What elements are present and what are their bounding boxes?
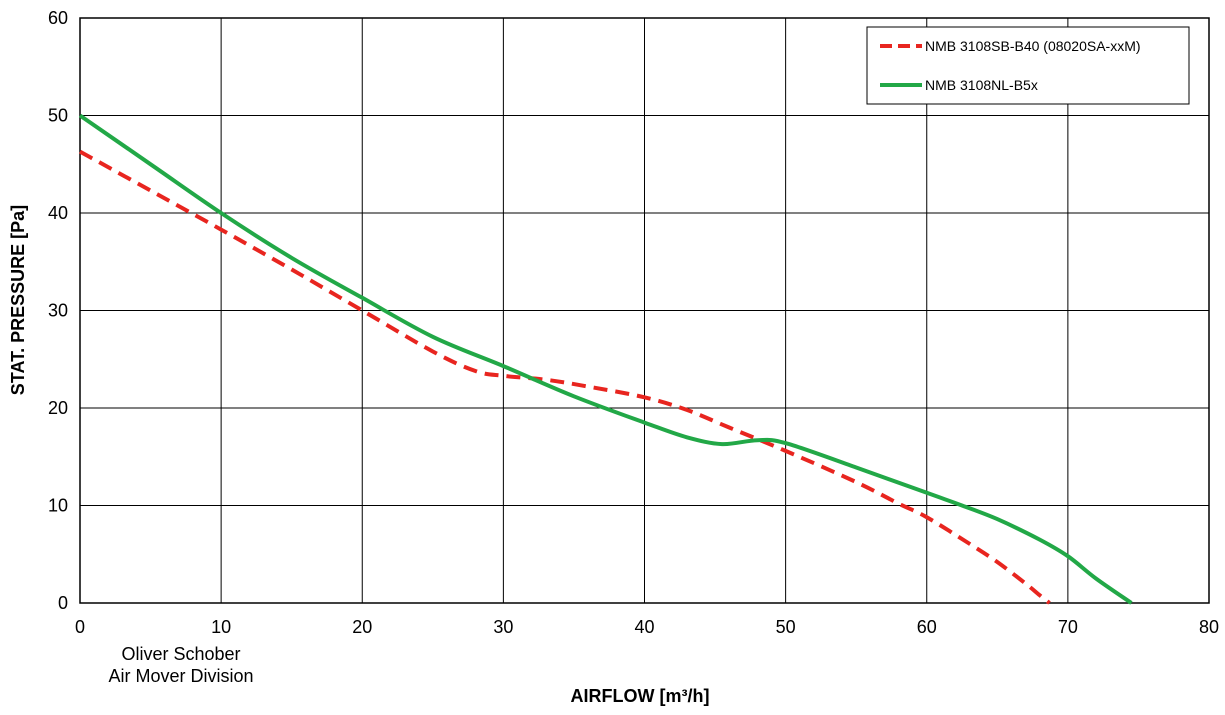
x-tick-label: 50 xyxy=(776,617,796,637)
y-tick-label: 10 xyxy=(48,496,68,516)
division-note: Air Mover Division xyxy=(108,666,253,686)
x-tick-label: 80 xyxy=(1199,617,1219,637)
author-name-note: Oliver Schober xyxy=(121,644,240,664)
legend: NMB 3108SB-B40 (08020SA-xxM) NMB 3108NL-… xyxy=(866,26,1190,105)
y-tick-label: 40 xyxy=(48,203,68,223)
y-tick-label: 60 xyxy=(48,8,68,28)
legend-label-nmb-3108nl-b5x: NMB 3108NL-B5x xyxy=(925,77,1038,93)
x-tick-label: 10 xyxy=(211,617,231,637)
x-tick-label: 40 xyxy=(634,617,654,637)
x-tick-label: 20 xyxy=(352,617,372,637)
x-tick-label: 70 xyxy=(1058,617,1078,637)
series-line-nmb-3108sb-b40-08020sa-xxm xyxy=(79,149,1051,605)
plot-frame xyxy=(79,17,1210,604)
y-tick-labels: 0 10 20 30 40 50 60 xyxy=(48,8,68,613)
series-lines xyxy=(78,113,1133,605)
x-tick-labels: 0 10 20 30 40 50 60 70 80 xyxy=(75,617,1219,637)
y-axis-title: STAT. PRESSURE [Pa] xyxy=(8,205,28,395)
x-tick-label: 30 xyxy=(493,617,513,637)
legend-box xyxy=(866,26,1190,105)
x-axis-title: AIRFLOW [m³/h] xyxy=(571,686,710,706)
y-tick-label: 20 xyxy=(48,398,68,418)
y-tick-label: 50 xyxy=(48,106,68,126)
series-line-nmb-3108nl-b5x xyxy=(78,113,1133,605)
y-tick-label: 30 xyxy=(48,301,68,321)
x-tick-label: 0 xyxy=(75,617,85,637)
y-tick-label: 0 xyxy=(58,593,68,613)
x-tick-label: 60 xyxy=(917,617,937,637)
legend-label-nmb-3108sb-b40: NMB 3108SB-B40 (08020SA-xxM) xyxy=(925,38,1141,54)
